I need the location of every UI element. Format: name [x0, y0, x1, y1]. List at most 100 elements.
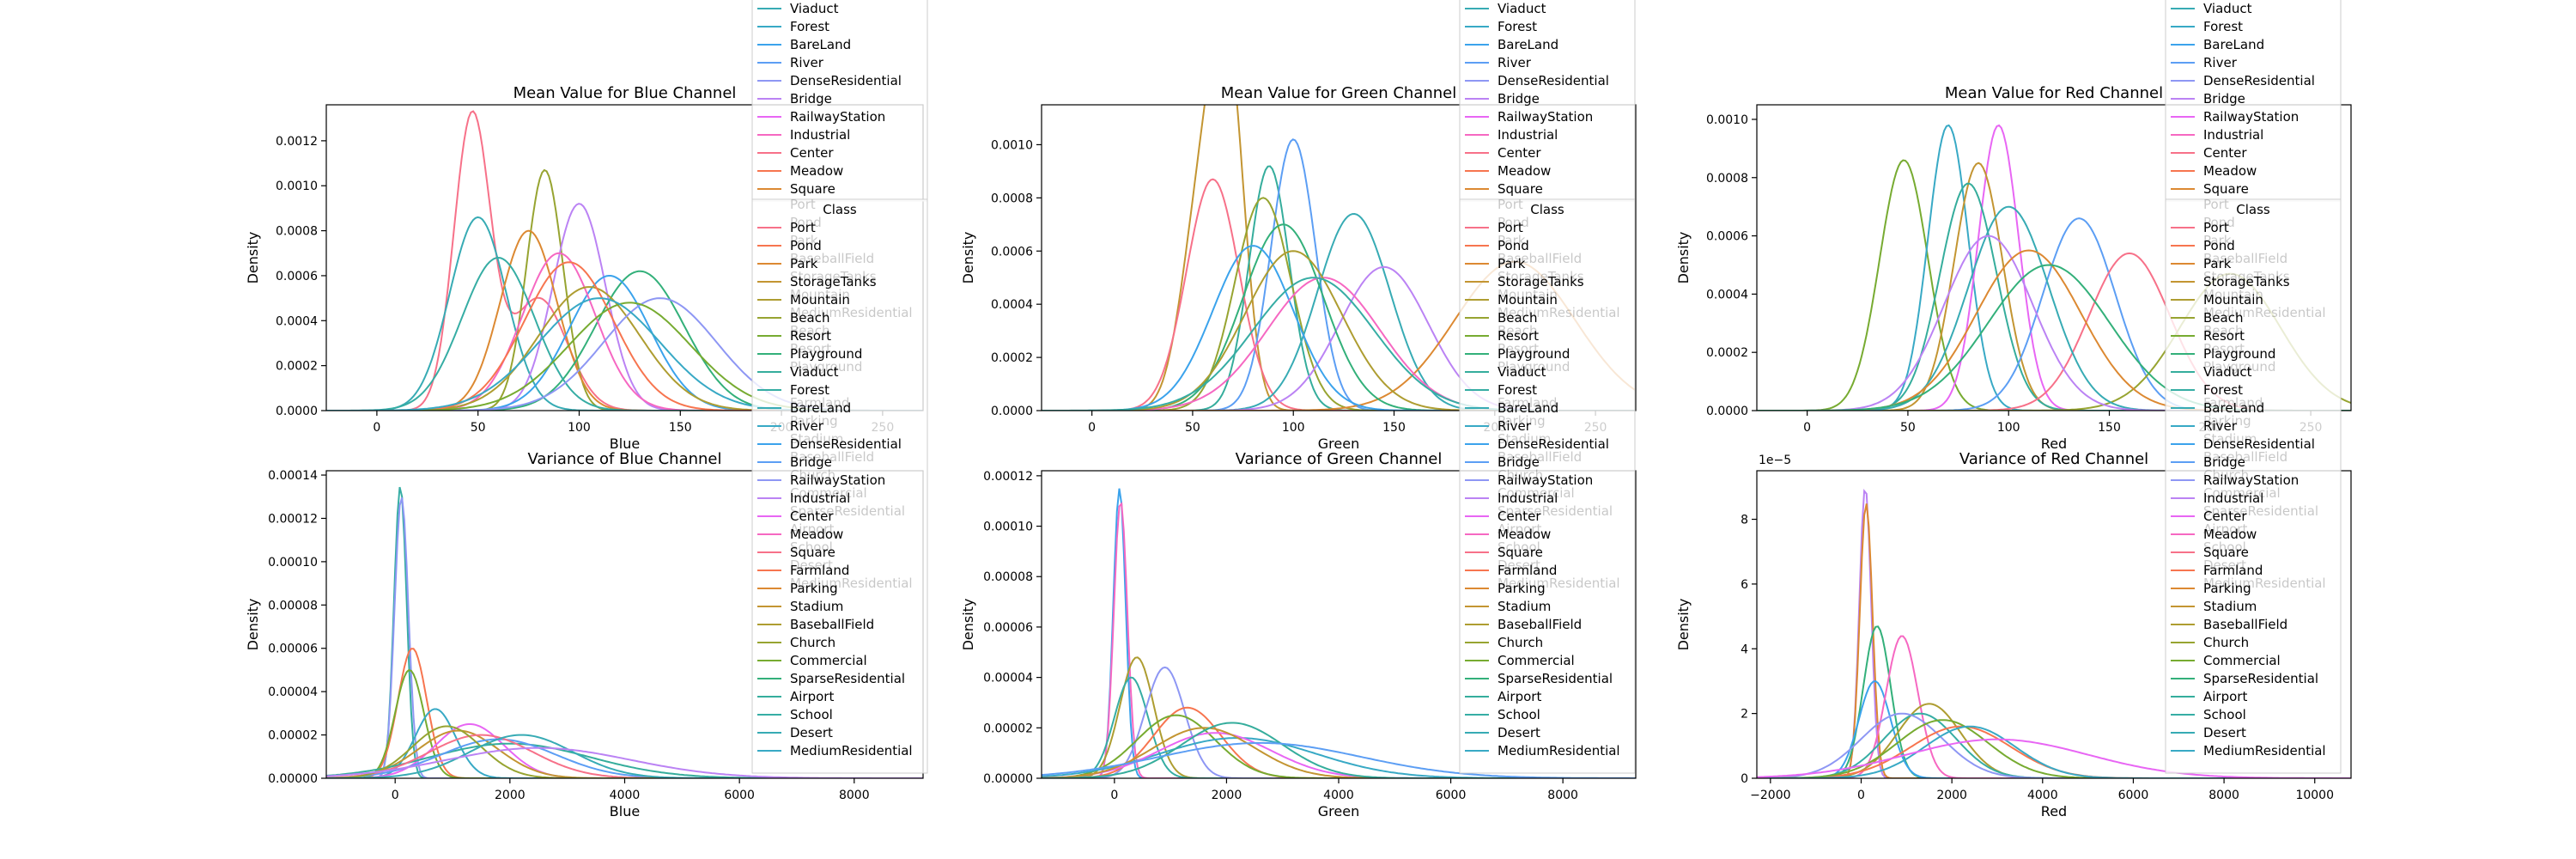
legend-faded-entry: MediumResidential [790, 305, 913, 320]
x-tick-label: 100 [568, 421, 591, 435]
legend-entry: MediumResidential [1498, 743, 1620, 758]
legend-faded-entry: Stadium [790, 431, 843, 447]
legend-faded-entry: MediumResidential [2203, 576, 2326, 591]
legend-entry: DenseResidential [790, 73, 902, 88]
kde-curve-industrial [1757, 738, 2351, 778]
y-tick-label: 0.00002 [983, 722, 1033, 735]
x-tick-label: 50 [471, 421, 486, 435]
kde-curve-viaduct [1757, 159, 2351, 411]
x-tick-label: 2000 [1212, 789, 1242, 802]
subplot-grid: 0501001502002500.00000.00020.00040.00060… [245, 84, 2352, 819]
chart-title: Variance of Blue Channel [527, 450, 721, 468]
x-tick-label: 50 [1900, 421, 1916, 435]
legend-entry: Commercial [2203, 653, 2281, 668]
legend-entry: Resort [1498, 328, 1539, 344]
legend-entry: Viaduct [2203, 364, 2252, 380]
x-tick-label: 0 [392, 789, 399, 802]
x-tick-label: 50 [1185, 421, 1200, 435]
legend-entry: Industrial [2203, 127, 2263, 143]
y-tick-label: 0.0008 [991, 192, 1033, 205]
legend-entry: Airport [790, 689, 834, 704]
legend-faded-entry: Commercial [2203, 485, 2281, 501]
kde-curve-beach [326, 734, 923, 778]
kde-curve-industrial [1042, 741, 1636, 778]
kde-curve-meadow [1757, 680, 2351, 778]
legend-entry: Parking [790, 581, 838, 596]
legend-faded-entry: Park [2203, 233, 2232, 248]
kde-curve-church [1757, 725, 2351, 778]
legend-entry: SparseResidential [1498, 671, 1613, 686]
legend-entry: MediumResidential [790, 743, 913, 758]
x-tick-label: 150 [1382, 421, 1406, 435]
legend-group: PortPondParkBaseballFieldStorageTanksMou… [751, 0, 2342, 774]
legend-entry: Industrial [1498, 490, 1558, 506]
y-tick-label: 0.0006 [1706, 230, 1748, 244]
y-tick-label: 2 [1741, 708, 1748, 722]
legend-faded-entry: School [790, 539, 833, 555]
x-axis-label: Red [2041, 436, 2067, 452]
y-tick-label: 0.0004 [276, 314, 318, 328]
legend-entry: Industrial [790, 490, 850, 506]
legend-entry: Center [790, 145, 834, 161]
y-tick-label: 0.0010 [1706, 113, 1748, 127]
chart-title: Mean Value for Blue Channel [513, 84, 737, 102]
legend-faded-entry: MediumResidential [2203, 305, 2326, 320]
x-tick-label: 0 [1110, 789, 1118, 802]
legend-entry: Bridge [790, 91, 832, 107]
legend-faded-entry: MediumResidential [1498, 576, 1620, 591]
legend-faded-entry: Parking [2203, 413, 2251, 429]
legend-faded-entry: Resort [2203, 341, 2245, 356]
legend-entry: Beach [790, 310, 829, 326]
legend-entry: DenseResidential [2203, 436, 2315, 452]
legend-faded-entry: Resort [790, 341, 831, 356]
legend-faded-entry: SparseResidential [1498, 503, 1613, 519]
subplot-4: 0 2000 4000 6000 8000 0.00000 0.00002 0.00004 0.… [245, 450, 924, 819]
x-tick-label: 4000 [610, 789, 641, 802]
legend-faded-entry: Airport [790, 521, 834, 537]
y-tick-label: 0.0002 [991, 351, 1033, 365]
y-tick-label: 4 [1741, 643, 1748, 656]
legend-entry: MediumResidential [2203, 743, 2326, 758]
legend-entry: BaseballField [790, 617, 874, 632]
x-tick-label: 100 [1282, 421, 1305, 435]
legend-entry: Airport [2203, 689, 2247, 704]
legend-faded-entry: BaseballField [790, 449, 874, 465]
legend-faded-entry: BaseballField [2203, 449, 2287, 465]
chart-title: Mean Value for Red Channel [1945, 84, 2163, 102]
legend-faded-entry: School [1498, 539, 1540, 555]
legend-entry: Church [1498, 635, 1543, 650]
legend-entry: Meadow [2203, 527, 2257, 542]
y-tick-label: 0.00010 [268, 556, 318, 570]
kde-curve-commercial [1042, 666, 1636, 778]
y-tick-label: 0.00008 [268, 599, 318, 612]
legend-3: PortPondParkBaseballFieldStorageTanksMou… [2165, 0, 2342, 774]
x-axis-label: Green [1318, 436, 1359, 452]
legend-entry: School [1498, 707, 1540, 722]
legend-entry: Port [2203, 220, 2229, 235]
legend-entry: BareLand [790, 400, 851, 416]
x-tick-label: −2000 [1750, 789, 1790, 802]
legend-faded-entry: Resort [1498, 341, 1539, 356]
kde-curve-beach [1757, 719, 2351, 778]
legend-entry: StorageTanks [790, 274, 877, 289]
legend-entry: Meadow [2203, 163, 2257, 179]
kde-curve-railwaystation [1042, 488, 1636, 778]
legend-entry: Port [1498, 220, 1523, 235]
chart-title: Mean Value for Green Channel [1221, 84, 1457, 102]
y-tick-label: 0.0000 [991, 405, 1033, 418]
legend-entry: Airport [1498, 689, 1541, 704]
kde-curve-meadow [326, 742, 923, 778]
kde-curve-beach [1042, 138, 1636, 411]
x-tick-label: 10000 [2295, 789, 2334, 802]
legend-entry: Stadium [2203, 599, 2257, 614]
legend-entry: Pond [2203, 238, 2235, 253]
x-tick-label: 2000 [1936, 789, 1967, 802]
legend-faded-entry: MediumResidential [1498, 305, 1620, 320]
legend-entry: DenseResidential [1498, 436, 1609, 452]
legend-entry: River [2203, 55, 2238, 70]
y-tick-label: 0.0002 [276, 360, 318, 374]
legend-entry: River [1498, 418, 1532, 434]
y-tick-label: 0.0004 [991, 298, 1033, 312]
axes-frame [1041, 104, 1637, 411]
kde-curve-church [1042, 722, 1636, 778]
